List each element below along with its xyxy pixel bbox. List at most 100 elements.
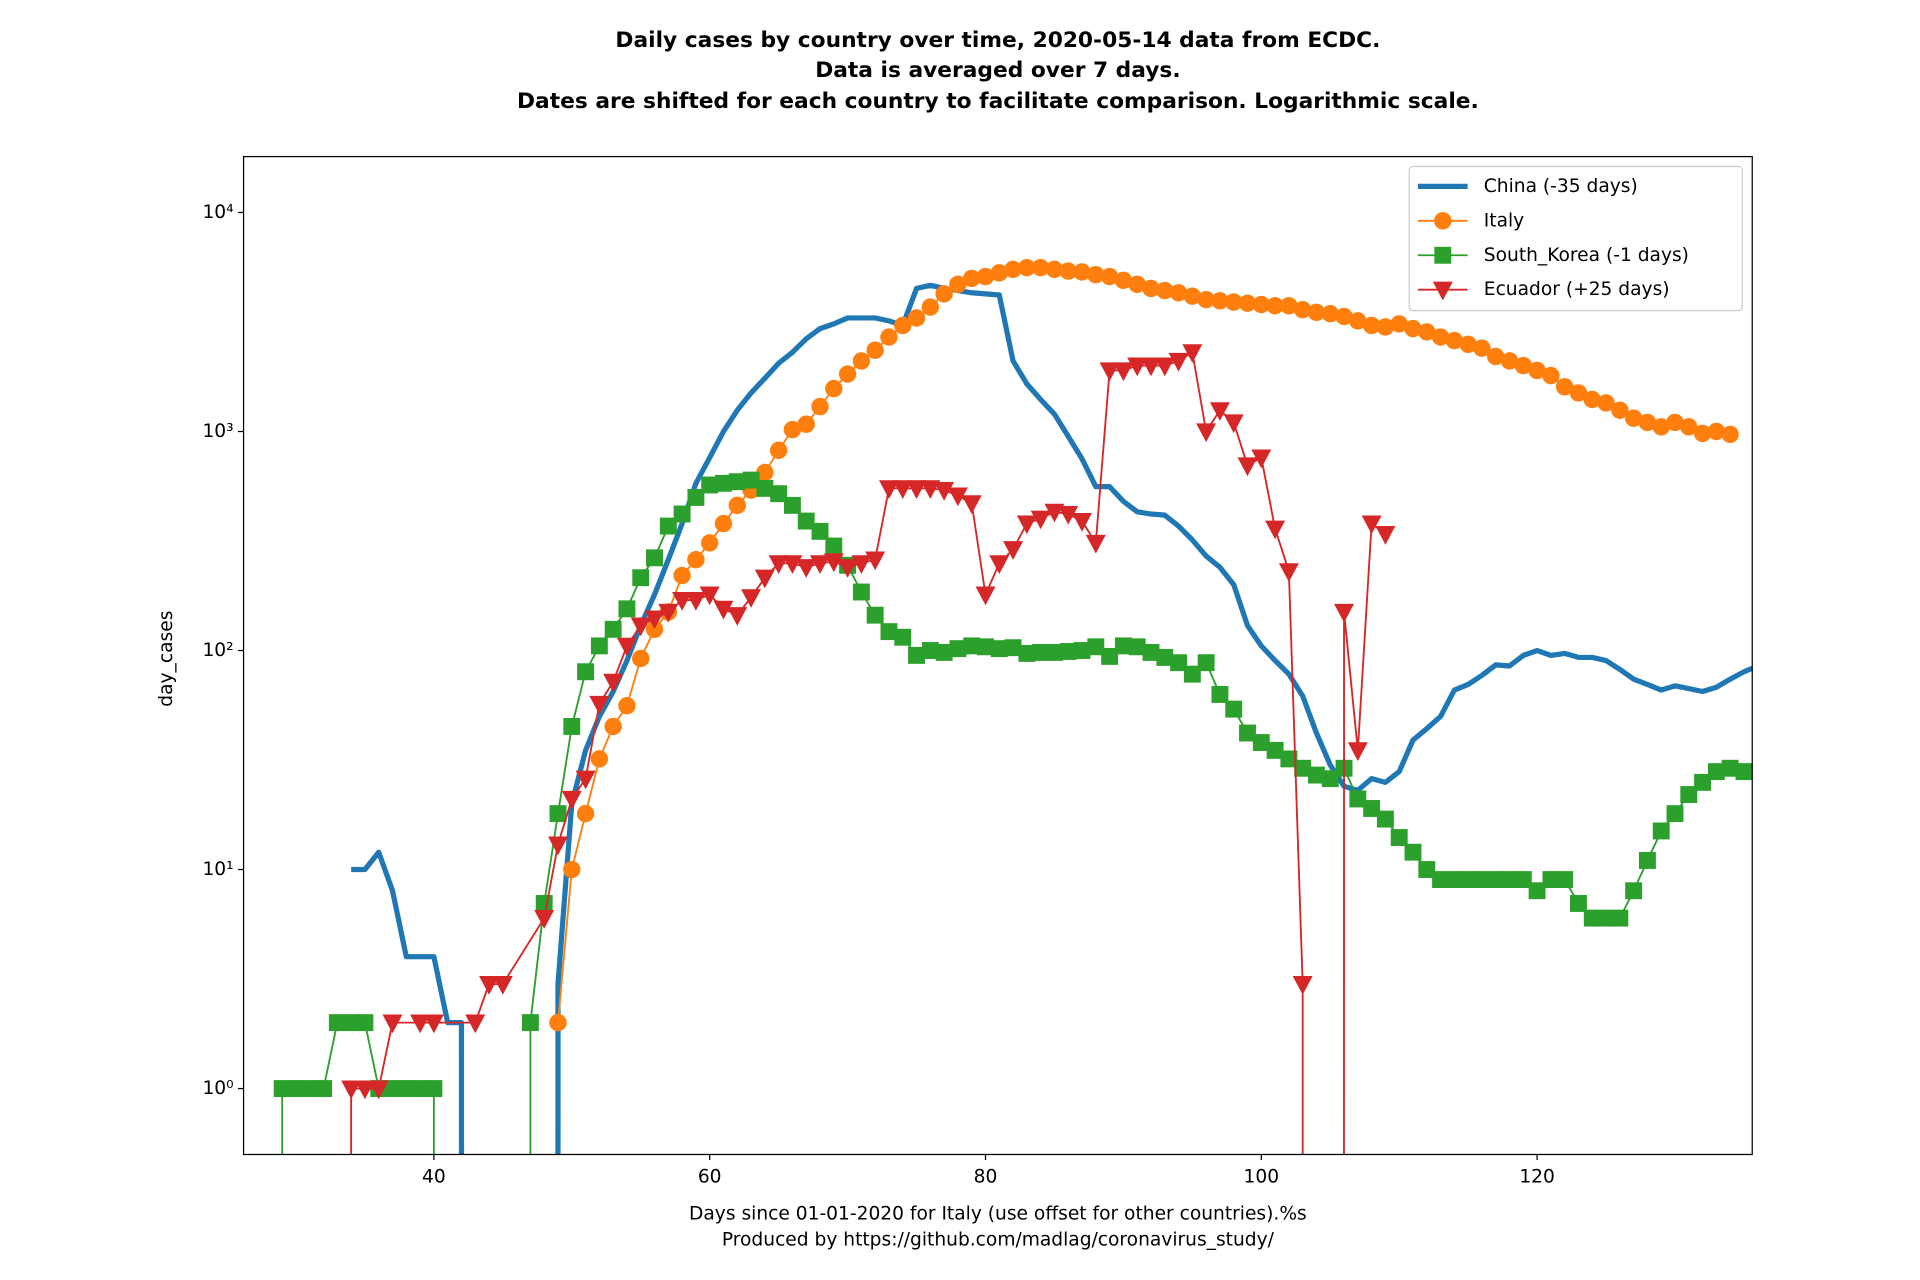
point [563,718,581,735]
point [975,586,996,606]
point [1113,362,1134,382]
point [741,589,762,608]
y-tick-label: 10² [202,640,233,661]
point [1030,510,1051,530]
y-tick-label: 10¹ [202,859,233,880]
point [920,480,941,500]
point [618,696,636,715]
point [1334,603,1355,623]
point [368,1080,389,1100]
point [632,569,650,587]
point [1652,822,1670,840]
point [1237,457,1258,477]
point [1225,700,1243,718]
point [1127,357,1148,377]
point [825,537,843,555]
point [423,1014,444,1034]
point [479,975,500,995]
point [1611,401,1629,419]
point [1528,882,1546,900]
point [659,517,677,535]
chart-title: Dates are shifted for each country to fa… [517,89,1479,114]
point [1347,742,1368,762]
point [1168,352,1189,372]
point [1266,741,1284,759]
legend-box [1408,165,1743,312]
point [1404,843,1422,861]
point [604,717,622,736]
y-axis-label: day_cases [156,611,177,707]
point [837,559,858,578]
legend-marker [1434,246,1452,264]
point [603,673,624,693]
point [589,695,610,715]
point [1390,829,1408,846]
point [535,895,553,912]
point [783,496,801,514]
legend-marker [1432,281,1453,301]
point [1375,526,1396,545]
point [823,553,844,573]
point [906,480,927,500]
point [561,790,582,810]
point [852,583,870,601]
point [534,910,555,929]
point [1361,515,1382,535]
point [1666,805,1684,823]
point [989,555,1010,575]
axes-frame [242,155,1753,1156]
point [1542,366,1560,385]
point [866,341,884,359]
legend-label: Italy [1484,210,1524,231]
point [1349,790,1367,808]
point [1625,882,1643,900]
point [727,607,748,626]
point [465,1014,486,1034]
point [865,551,886,571]
point [1016,515,1037,535]
point [770,485,788,503]
x-tick-label: 40 [422,1166,446,1187]
point [575,770,596,790]
point [811,522,829,540]
point [548,836,568,856]
point [810,555,830,575]
point [1514,871,1532,889]
point [1183,665,1201,683]
point [714,514,733,533]
point [878,480,899,500]
point [700,534,719,552]
point [1265,520,1286,540]
point [1321,770,1339,788]
point [921,298,940,316]
point [713,600,734,620]
point [630,617,651,637]
point [866,606,884,624]
point [728,496,746,515]
y-tick-label: 10³ [202,421,233,442]
point [797,512,815,530]
point [576,804,595,823]
point [673,566,691,585]
point [1569,384,1588,402]
point [1099,362,1120,382]
point [521,1014,539,1032]
point [1735,763,1753,781]
point [754,569,775,589]
point [699,586,720,606]
point [1170,654,1188,672]
point [851,555,872,575]
x-tick-label: 60 [698,1166,722,1187]
point [673,505,691,523]
point [577,663,595,681]
point [1638,852,1656,869]
point [1072,512,1093,532]
point [1211,686,1229,703]
x-tick-label: 100 [1244,1166,1280,1187]
chart-title: Data is averaged over 7 days. [815,58,1180,83]
point [687,550,705,569]
point [934,482,955,501]
point [1694,773,1712,791]
point [1154,357,1175,377]
